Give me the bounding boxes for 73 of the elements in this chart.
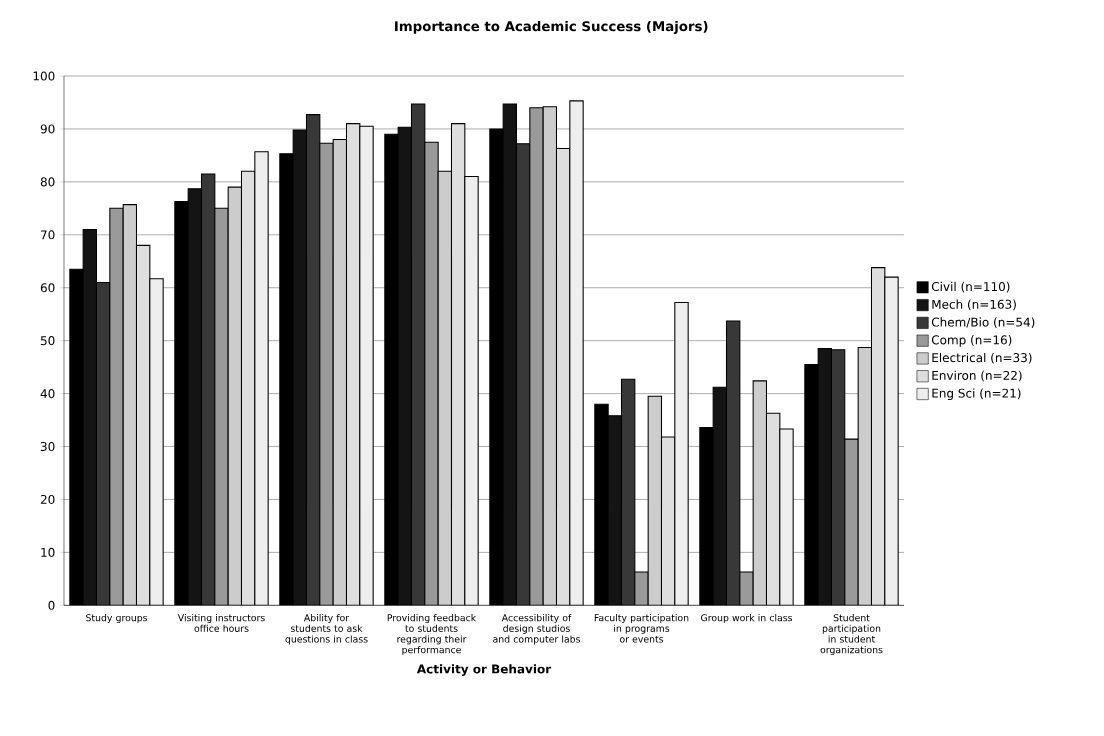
- legend-label: Electrical (n=33): [932, 352, 1032, 364]
- y-tick-label: 40: [40, 389, 55, 399]
- bar: [647, 395, 663, 606]
- bar: [200, 173, 216, 606]
- y-tick-label: 80: [40, 177, 55, 187]
- bar: [502, 103, 518, 606]
- bar: [857, 347, 873, 606]
- bar: [674, 302, 689, 606]
- y-tick-label: 10: [41, 547, 55, 557]
- legend-label: Eng Sci (n=21): [932, 388, 1021, 401]
- bar: [254, 151, 269, 606]
- legend-label: Civil (n=110): [931, 281, 1010, 293]
- bar: [529, 107, 544, 606]
- legend-label: Mech (n=163): [932, 299, 1016, 311]
- x-axis-title: Activity or Behavior: [416, 664, 552, 676]
- x-tick-label: Study groups: [86, 614, 148, 624]
- bar: [82, 228, 98, 606]
- bar: [884, 276, 899, 606]
- legend-label: Chem/Bio (n=54): [931, 317, 1035, 329]
- x-tick-label: Providing feedback to students regarding their performance: [387, 614, 477, 656]
- bar: [135, 244, 151, 606]
- x-tick-label: Student participation in student organizations: [820, 614, 883, 656]
- bar: [227, 186, 243, 606]
- bar: [149, 278, 164, 606]
- y-tick-label: 20: [40, 494, 55, 504]
- bar: [542, 106, 558, 606]
- legend-label: Comp (n=16): [931, 335, 1012, 347]
- bar: [345, 123, 361, 606]
- bar: [844, 438, 859, 606]
- bar: [319, 142, 334, 606]
- legend-label: Environ (n=22): [932, 370, 1022, 382]
- bar: [725, 320, 741, 606]
- bar: [817, 348, 833, 606]
- bar: [332, 138, 348, 606]
- y-tick-label: 70: [41, 230, 55, 240]
- bar: [305, 114, 321, 606]
- x-tick-label: Group work in class: [701, 614, 793, 624]
- bar: [634, 571, 649, 606]
- bar: [555, 147, 571, 606]
- bar: [739, 571, 754, 606]
- bar: [292, 129, 308, 606]
- bar: [569, 100, 584, 606]
- bar: [712, 386, 728, 606]
- y-tick-label: 50: [40, 336, 55, 346]
- y-tick-label: 90: [40, 124, 55, 134]
- bar: [607, 415, 623, 606]
- bar: [779, 428, 794, 606]
- bar: [515, 143, 531, 606]
- bar: [464, 176, 479, 606]
- bar: [95, 281, 111, 606]
- bar: [437, 170, 453, 606]
- bar: [870, 267, 886, 606]
- bar: [122, 204, 138, 606]
- bar: [397, 126, 413, 606]
- bar: [830, 349, 846, 606]
- x-tick-label: Ability for students to ask questions in class: [285, 614, 368, 645]
- y-tick-label: 60: [40, 283, 55, 293]
- bar: [410, 103, 426, 606]
- y-tick-label: 0: [48, 600, 55, 610]
- y-tick-label: 100: [33, 71, 55, 81]
- bar: [450, 123, 466, 606]
- bar: [240, 170, 256, 606]
- bar: [424, 141, 439, 606]
- bar: [359, 125, 374, 606]
- bar: [187, 188, 203, 606]
- bar: [214, 207, 229, 606]
- bar: [620, 378, 636, 606]
- bar: [109, 207, 124, 606]
- x-tick-label: Visiting instructors office hours: [177, 614, 265, 632]
- x-tick-label: Faculty participation in programs or events: [594, 614, 689, 643]
- x-tick-label: Accessibility of design studios and computer labs: [493, 614, 580, 645]
- y-tick-label: 30: [40, 441, 55, 452]
- chart-title: Importance to Academic Success (Majors): [395, 20, 708, 34]
